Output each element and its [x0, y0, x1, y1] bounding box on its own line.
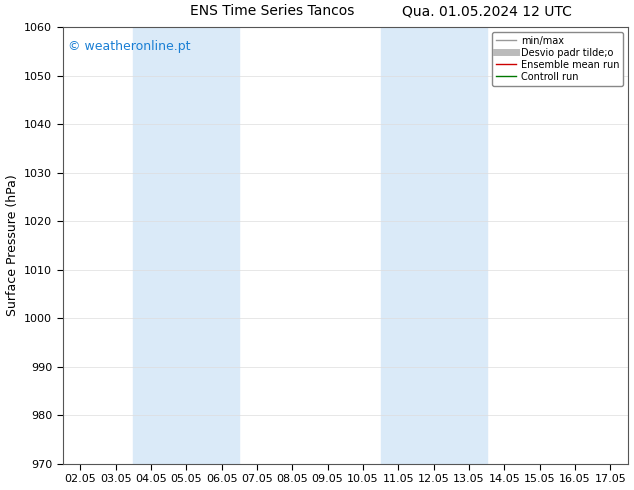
Text: © weatheronline.pt: © weatheronline.pt [68, 40, 191, 53]
Bar [133, 27, 239, 464]
Bar [380, 27, 487, 464]
Legend: min/max, Desvio padr tilde;o, Ensemble mean run, Controll run: min/max, Desvio padr tilde;o, Ensemble m… [493, 32, 623, 86]
Text: ENS Time Series Tancos: ENS Time Series Tancos [190, 4, 354, 18]
Y-axis label: Surface Pressure (hPa): Surface Pressure (hPa) [6, 175, 18, 317]
Text: Qua. 01.05.2024 12 UTC: Qua. 01.05.2024 12 UTC [402, 4, 571, 18]
